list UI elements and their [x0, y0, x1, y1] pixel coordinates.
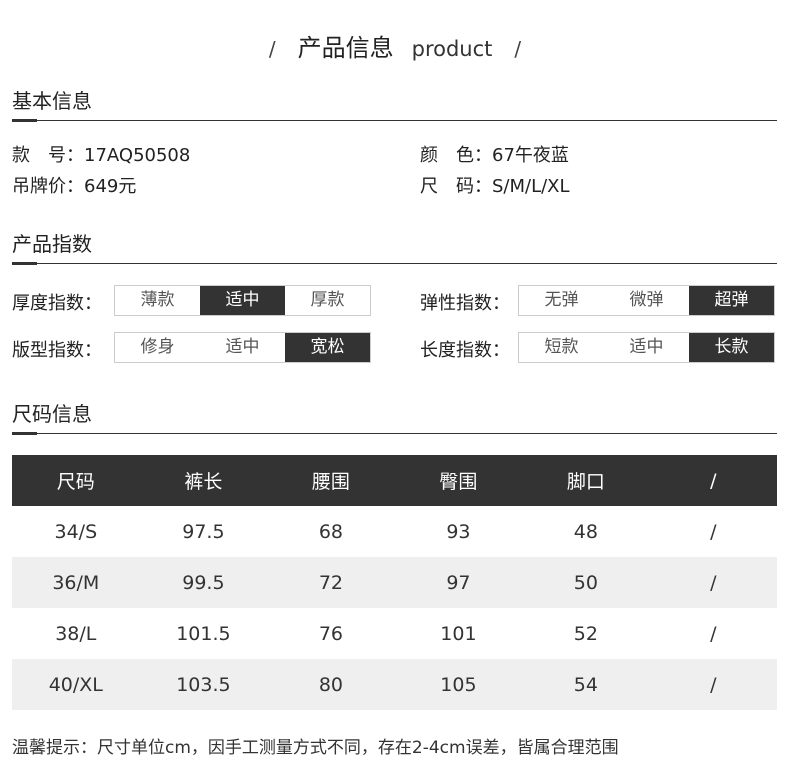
- table-cell: /: [710, 622, 717, 645]
- slash: /: [268, 37, 276, 61]
- color: 颜 色：67午夜蓝: [420, 145, 569, 166]
- table-cell: 80: [267, 659, 395, 710]
- table-cell: 36/M: [12, 557, 140, 608]
- index-option: 微弹: [629, 290, 664, 310]
- divider: [12, 119, 777, 122]
- index-option: 厚款: [310, 290, 345, 310]
- index-option: 薄款: [140, 290, 175, 310]
- index-option: 长款: [689, 333, 774, 362]
- index-scale: 薄款 适中 厚款: [114, 285, 371, 316]
- table-cell: 52: [573, 622, 598, 645]
- table-cell: 76: [318, 622, 344, 645]
- page-header: / 产品信息 product /: [0, 28, 790, 63]
- table-cell: 101.5: [176, 622, 231, 645]
- divider: [12, 432, 777, 435]
- page-title: 产品信息: [297, 34, 394, 62]
- index-option: 超弹: [689, 286, 774, 315]
- table-cell: 93: [446, 520, 471, 543]
- column-header: /: [649, 455, 777, 506]
- table-cell: 99.5: [139, 557, 268, 608]
- table-row: 34/S 97.5 68 93 48 /: [12, 506, 777, 557]
- column-header: 臀围: [394, 455, 523, 506]
- divider: [12, 262, 777, 265]
- size-table: 尺码 裤长 腰围 臀围 脚口/34/S 97.5 68 93 48/36/M 99.5 72 97 50…: [12, 455, 777, 710]
- table-cell: 72: [267, 557, 395, 608]
- column-header: 脚口: [522, 455, 650, 506]
- index-scale: 短款 适中 长款: [518, 332, 775, 363]
- table-cell: 97: [394, 557, 523, 608]
- index-option: 修身: [140, 337, 175, 357]
- column-header: 裤长: [139, 455, 268, 506]
- table-cell: 68: [318, 520, 344, 543]
- page-subtitle: product: [411, 37, 493, 61]
- index-scale: 修身 适中 宽松: [114, 332, 371, 363]
- slash: /: [514, 37, 522, 61]
- table-row: 38/L 101.5 76 101 52 /: [12, 608, 777, 659]
- index-option: 适中: [200, 286, 285, 315]
- table-row: 36/M 99.5 72 97 50/: [12, 557, 777, 608]
- table-row: 40/XL 103.5 80 105 54/: [12, 659, 777, 710]
- table-cell: 38/L: [55, 622, 97, 645]
- column-header: 尺码: [12, 455, 140, 506]
- table-cell: /: [649, 659, 777, 710]
- sizes: 尺 码：S/M/L/XL: [420, 176, 570, 197]
- tag-price: 吊牌价：649元: [12, 176, 137, 197]
- table-cell: 101: [440, 622, 477, 645]
- index-option: 适中: [225, 337, 260, 357]
- index-label: 弹性指数：: [420, 293, 510, 314]
- index-option: 短款: [544, 337, 579, 357]
- note: 温馨提示：尺寸单位cm，因手工测量方式不同，存在2-4cm误差，皆属合理范围: [12, 738, 619, 758]
- index-label: 版型指数：: [12, 340, 102, 361]
- table-cell: 103.5: [139, 659, 268, 710]
- table-cell: 40/XL: [12, 659, 140, 710]
- section-title-size: 尺码信息: [12, 402, 92, 426]
- table-cell: 48: [573, 520, 598, 543]
- table-cell: 105: [394, 659, 523, 710]
- index-label: 厚度指数：: [12, 293, 102, 314]
- table-cell: /: [649, 557, 777, 608]
- table-cell: 34/S: [54, 520, 98, 543]
- index-option: 适中: [629, 337, 664, 357]
- table-cell: /: [710, 520, 717, 543]
- section-title-index: 产品指数: [12, 232, 92, 256]
- table-cell: 97.5: [182, 520, 225, 543]
- style-number: 款 号：17AQ50508: [12, 145, 191, 166]
- column-header: 腰围: [267, 455, 395, 506]
- index-scale: 无弹 微弹 超弹: [518, 285, 775, 316]
- table-cell: 54: [522, 659, 650, 710]
- index-option: 宽松: [285, 333, 370, 362]
- table-cell: 50: [522, 557, 650, 608]
- section-title-basic: 基本信息: [12, 89, 92, 113]
- index-label: 长度指数：: [420, 340, 510, 361]
- index-option: 无弹: [544, 290, 579, 310]
